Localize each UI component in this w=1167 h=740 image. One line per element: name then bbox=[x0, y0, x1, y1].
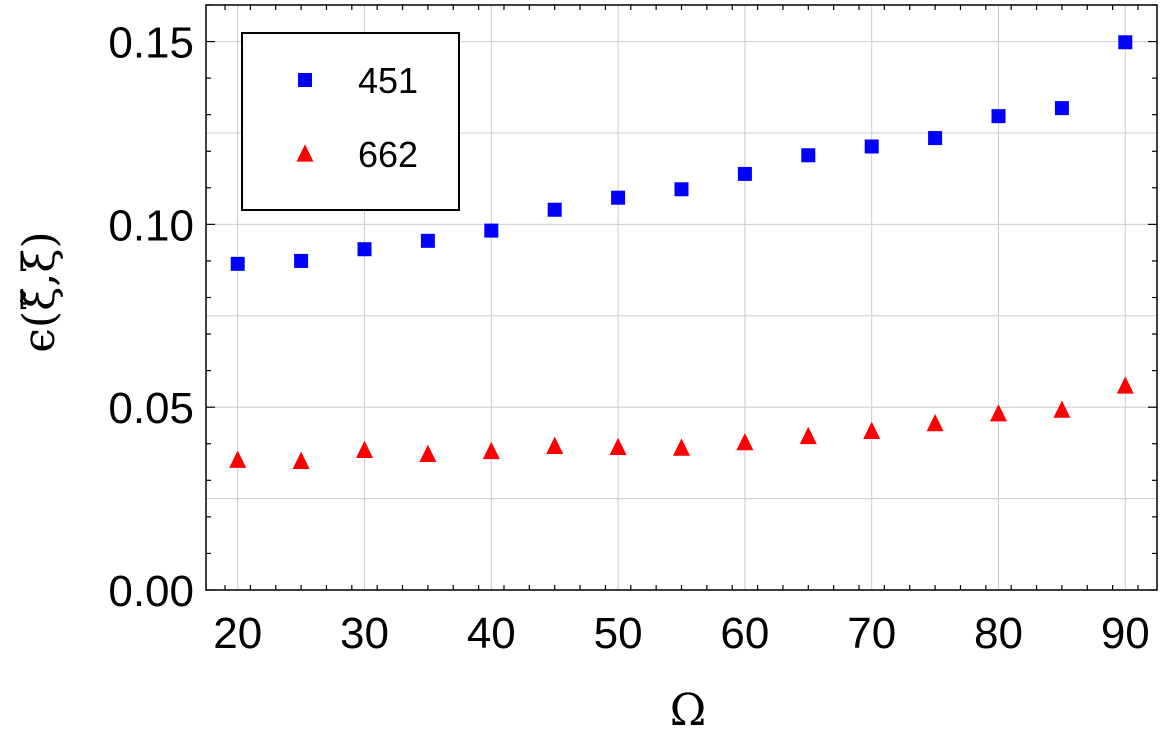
data-point bbox=[229, 450, 247, 468]
data-point bbox=[420, 233, 435, 248]
data-point bbox=[611, 190, 626, 205]
data-point bbox=[546, 436, 564, 454]
y-axis-label: ϵ(ξ̃,ξ) bbox=[14, 231, 65, 352]
x-tick-label: 90 bbox=[1101, 609, 1150, 658]
data-point bbox=[547, 202, 562, 217]
data-point bbox=[991, 109, 1006, 124]
data-point bbox=[356, 440, 373, 458]
x-tick-label: 70 bbox=[847, 609, 896, 658]
data-point bbox=[1054, 101, 1069, 116]
data-point bbox=[736, 433, 754, 451]
x-tick-label: 30 bbox=[340, 609, 389, 658]
legend-marker-662 bbox=[296, 144, 314, 162]
data-point bbox=[799, 426, 817, 445]
data-point bbox=[863, 421, 881, 439]
legend-label-662: 662 bbox=[358, 134, 418, 175]
data-point bbox=[230, 256, 245, 271]
x-tick-label: 50 bbox=[594, 609, 643, 658]
y-tick-label: 0.15 bbox=[108, 19, 194, 68]
y-tick-label: 0.10 bbox=[108, 201, 194, 250]
data-point bbox=[1053, 400, 1071, 418]
data-point bbox=[1116, 376, 1134, 394]
x-tick-label: 20 bbox=[213, 609, 262, 658]
data-point bbox=[737, 166, 752, 181]
data-point bbox=[801, 148, 816, 163]
data-point bbox=[926, 413, 944, 432]
data-point bbox=[482, 441, 500, 460]
data-point bbox=[292, 451, 310, 469]
legend-marker-451 bbox=[298, 73, 312, 87]
data-point bbox=[484, 223, 499, 238]
legend-label-451: 451 bbox=[358, 60, 418, 101]
axis-ticks: 20 30 40 50 60 70 80 90 0.00 0.05 0.10 0.15 bbox=[108, 4, 1157, 658]
data-point bbox=[673, 438, 690, 456]
data-point bbox=[928, 131, 943, 146]
data-series bbox=[229, 35, 1134, 469]
data-point bbox=[609, 437, 627, 456]
x-tick-label: 60 bbox=[720, 609, 769, 658]
legend: 451 662 bbox=[241, 32, 460, 211]
legend-box bbox=[241, 32, 460, 211]
data-point bbox=[357, 242, 372, 257]
x-tick-label: 80 bbox=[974, 609, 1023, 658]
x-tick-label: 40 bbox=[467, 609, 516, 658]
data-point bbox=[864, 139, 879, 154]
y-tick-label: 0.00 bbox=[108, 567, 194, 616]
data-point bbox=[419, 444, 437, 463]
data-point bbox=[1118, 35, 1133, 50]
data-point bbox=[674, 182, 689, 197]
data-point bbox=[990, 404, 1007, 422]
y-tick-label: 0.05 bbox=[108, 384, 194, 433]
data-point bbox=[294, 253, 309, 268]
series-451 bbox=[230, 35, 1133, 271]
x-axis-label: Ω bbox=[670, 685, 706, 736]
series-662 bbox=[229, 376, 1134, 469]
